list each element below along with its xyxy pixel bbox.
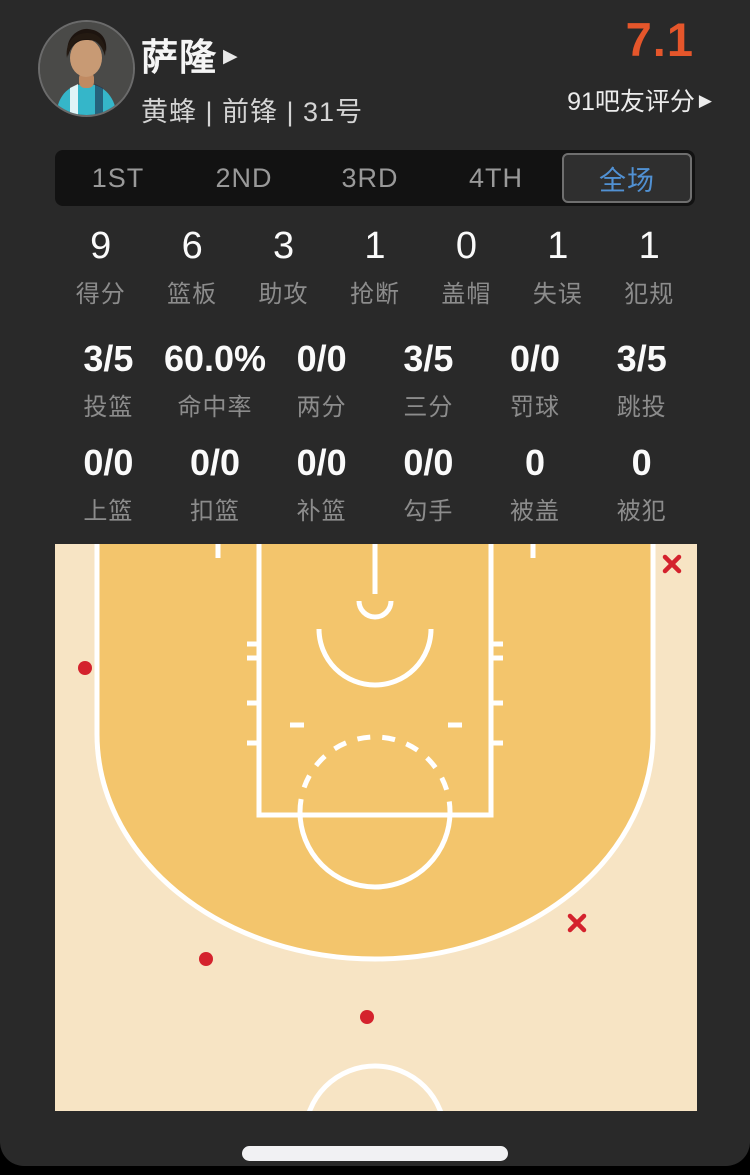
stat-fouled: 0 被犯	[616, 442, 667, 525]
missed-shot-x	[567, 913, 587, 933]
rating-link[interactable]: 91吧友评分 ▶	[567, 82, 712, 118]
player-photo	[40, 22, 133, 115]
stat-blocks: 0 盖帽	[441, 225, 492, 308]
stat-jumpshot: 3/5 跳投	[616, 338, 667, 421]
rim-arc	[356, 600, 394, 620]
rating-label: 91吧友评分	[567, 88, 695, 116]
player-team-info: 黄蜂 | 前锋 | 31号	[141, 97, 364, 127]
stat-row-shot-types: 0/0 上篮 0/0 扣篮 0/0 补篮 0/0 勾手 0 被盖 0 被犯	[55, 438, 695, 526]
stat-fg-pct: 60.0% 命中率	[163, 338, 267, 421]
tab-3rd[interactable]: 3RD	[341, 162, 399, 193]
stat-fg: 3/5 投篮	[83, 338, 134, 421]
player-avatar[interactable]	[38, 20, 135, 117]
tab-full-game[interactable]: 全场	[562, 153, 692, 203]
three-point-line	[94, 544, 656, 962]
free-throw-circle-solid	[297, 811, 453, 890]
stat-points: 9 得分	[75, 225, 126, 308]
three-point-area	[97, 544, 653, 959]
stat-hook: 0/0 勾手	[403, 442, 454, 525]
paint-key	[256, 544, 494, 818]
stat-steals: 1 抢断	[349, 225, 400, 308]
made-shot-dot	[360, 1010, 374, 1024]
rating-arrow-icon: ▶	[698, 91, 712, 110]
stat-blocked: 0 被盖	[510, 442, 561, 525]
home-indicator[interactable]	[242, 1146, 508, 1161]
tab-4th[interactable]: 4TH	[468, 162, 523, 193]
stat-layup: 0/0 上篮	[83, 442, 134, 525]
stat-row-basic: 9 得分 6 篮板 3 助攻 1 抢断 0 盖帽 1 失误 1 犯规	[55, 221, 695, 309]
restricted-area-arc	[316, 628, 434, 688]
player-detail-arrow-icon[interactable]: ▶	[223, 45, 238, 67]
missed-shot-x	[662, 554, 682, 574]
stat-rebounds: 6 篮板	[167, 225, 218, 308]
stat-2pt: 0/0 两分	[296, 338, 347, 421]
free-throw-circle-dashed	[297, 734, 453, 813]
tab-2nd[interactable]: 2ND	[215, 162, 273, 193]
shot-chart-court	[55, 544, 697, 1111]
quarter-tabbar: 1ST 2ND 3RD 4TH 全场	[55, 150, 695, 206]
center-circle	[306, 1063, 444, 1111]
shot-markers	[78, 554, 682, 1024]
made-shot-dot	[78, 661, 92, 675]
stat-tipin: 0/0 补篮	[296, 442, 347, 525]
lane-hash-marks	[247, 641, 503, 746]
stat-ft: 0/0 罚球	[510, 338, 561, 421]
player-rating: 7.1	[625, 13, 694, 66]
player-name: 萨隆	[141, 37, 217, 78]
stat-dunk: 0/0 扣篮	[189, 442, 241, 525]
made-shot-dot	[199, 952, 213, 966]
stat-fouls: 1 犯规	[624, 225, 675, 308]
stat-row-shooting: 3/5 投篮 60.0% 命中率 0/0 两分 3/5 三分 0/0 罚球 3/5 跳投	[55, 334, 695, 422]
tab-1st[interactable]: 1ST	[91, 162, 145, 193]
stat-turnovers: 1 失误	[532, 225, 583, 308]
stat-3pt: 3/5 三分	[403, 338, 454, 421]
baseline-hash-marks	[215, 544, 536, 558]
stat-assists: 3 助攻	[258, 225, 309, 308]
